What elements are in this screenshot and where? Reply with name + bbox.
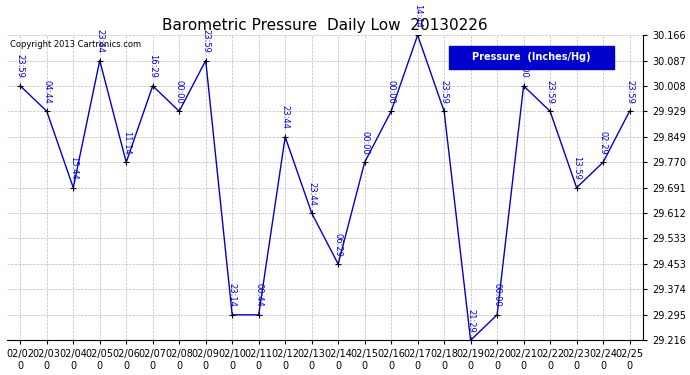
Text: 23:59: 23:59 [625, 80, 634, 104]
Text: 23:14: 23:14 [228, 284, 237, 307]
Text: 15:44: 15:44 [69, 156, 78, 180]
Text: 06:29: 06:29 [334, 232, 343, 256]
Text: 23:59: 23:59 [16, 54, 25, 78]
Text: 23:44: 23:44 [281, 105, 290, 129]
Text: 11:14: 11:14 [121, 131, 130, 154]
Text: Copyright 2013 Cartronics.com: Copyright 2013 Cartronics.com [10, 40, 141, 49]
Text: 13:59: 13:59 [572, 156, 581, 180]
Text: 00:00: 00:00 [493, 284, 502, 307]
Text: 00:00: 00:00 [386, 80, 395, 104]
Text: 00:00: 00:00 [519, 54, 528, 78]
FancyBboxPatch shape [449, 46, 614, 69]
Text: 00:00: 00:00 [360, 131, 369, 154]
Text: 23:59: 23:59 [546, 80, 555, 104]
Text: 00:44: 00:44 [254, 284, 263, 307]
Text: 16:29: 16:29 [148, 54, 157, 78]
Text: Pressure  (Inches/Hg): Pressure (Inches/Hg) [472, 52, 591, 62]
Text: 04:44: 04:44 [42, 80, 51, 104]
Text: 21:29: 21:29 [466, 309, 475, 333]
Title: Barometric Pressure  Daily Low  20130226: Barometric Pressure Daily Low 20130226 [162, 18, 488, 33]
Text: 23:59: 23:59 [440, 80, 449, 104]
Text: 23:44: 23:44 [95, 29, 104, 53]
Text: 00:00: 00:00 [175, 80, 184, 104]
Text: 14:44: 14:44 [413, 4, 422, 27]
Text: 23:44: 23:44 [307, 182, 316, 206]
Text: 23:59: 23:59 [201, 29, 210, 53]
Text: 02:29: 02:29 [598, 131, 608, 154]
